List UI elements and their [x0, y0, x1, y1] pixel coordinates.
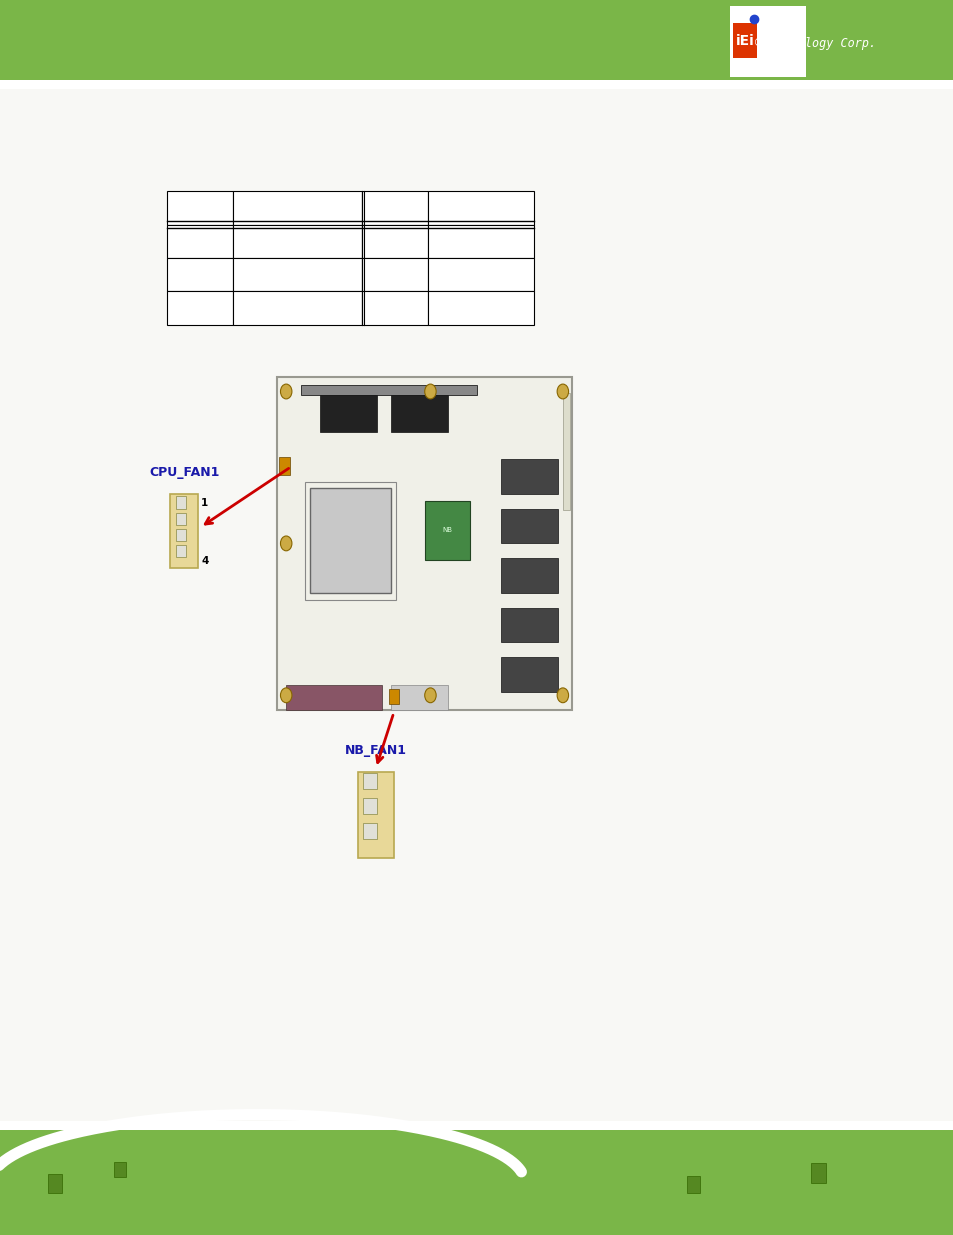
Text: NB_FAN1: NB_FAN1	[345, 743, 406, 757]
Bar	[363, 773, 376, 789]
Bar	[0, 80, 953, 89]
Bar	[686, 1176, 700, 1193]
Circle shape	[280, 688, 292, 703]
Bar	[427, 225, 534, 258]
Bar	[233, 191, 361, 225]
Text: CPU_FAN1: CPU_FAN1	[149, 466, 219, 479]
Bar	[167, 191, 233, 225]
Circle shape	[280, 536, 292, 551]
Bar	[319, 395, 376, 432]
Bar	[732, 23, 756, 58]
Circle shape	[424, 688, 436, 703]
Bar	[233, 225, 361, 258]
Bar	[0, 1130, 953, 1235]
Bar	[500, 657, 558, 692]
Bar	[500, 509, 558, 543]
Bar	[175, 496, 186, 509]
Bar	[305, 483, 395, 600]
Bar	[170, 494, 198, 568]
Bar	[389, 689, 398, 704]
Text: NB: NB	[442, 527, 452, 534]
Bar	[175, 529, 186, 541]
Bar	[278, 457, 290, 475]
Bar	[276, 377, 572, 710]
Bar	[167, 291, 233, 325]
Bar	[300, 385, 476, 395]
Text: iEi: iEi	[735, 33, 754, 48]
Bar	[500, 459, 558, 494]
Bar	[175, 545, 186, 557]
Bar	[427, 258, 534, 291]
Bar	[114, 1162, 126, 1177]
Bar	[357, 772, 394, 858]
Bar	[427, 291, 534, 325]
Text: 4: 4	[201, 556, 209, 566]
Bar	[500, 558, 558, 593]
Bar	[810, 1163, 825, 1183]
Circle shape	[557, 688, 568, 703]
Bar	[286, 685, 381, 710]
Bar	[310, 489, 391, 594]
Bar	[729, 6, 805, 77]
Bar	[167, 258, 233, 291]
Bar	[424, 501, 470, 561]
Bar	[233, 258, 361, 291]
Bar	[427, 191, 534, 225]
Bar	[363, 823, 376, 839]
Text: 1: 1	[201, 498, 209, 508]
Bar	[391, 395, 448, 432]
Bar	[233, 291, 361, 325]
Bar	[0, 1121, 953, 1130]
Bar	[0, 0, 953, 80]
Bar	[361, 258, 427, 291]
Text: ®Technology Corp.: ®Technology Corp.	[755, 37, 875, 49]
Bar	[361, 191, 427, 225]
Circle shape	[557, 384, 568, 399]
Bar	[48, 1174, 62, 1193]
Bar	[361, 225, 427, 258]
Bar	[167, 225, 233, 258]
Bar	[391, 685, 448, 710]
Bar	[175, 513, 186, 525]
Bar	[363, 798, 376, 814]
Circle shape	[280, 384, 292, 399]
Circle shape	[424, 384, 436, 399]
Bar	[562, 394, 570, 510]
Bar	[361, 291, 427, 325]
Bar	[500, 608, 558, 642]
